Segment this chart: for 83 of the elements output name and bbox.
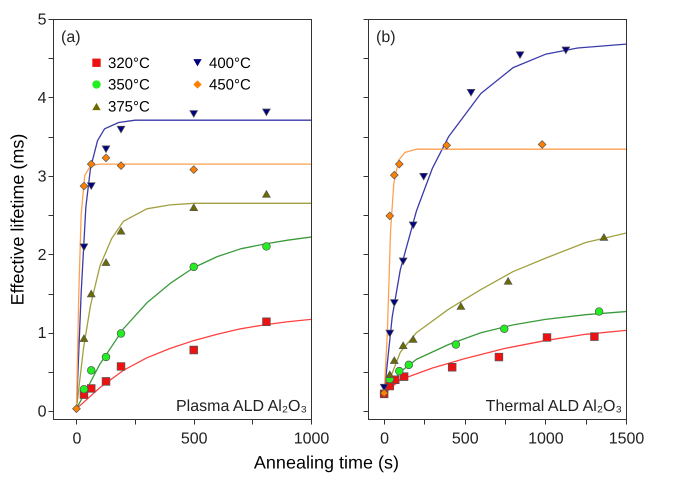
point [590,332,599,341]
point [262,318,271,326]
point [87,290,96,298]
point [390,170,399,180]
y-tick-label: 2 [38,246,47,264]
point [190,262,198,272]
point [386,370,394,378]
point [386,212,394,220]
point [466,89,476,96]
point [190,346,198,354]
point [102,377,110,386]
point [494,352,504,362]
point [80,384,88,394]
point [600,233,608,241]
point [542,333,552,342]
legend-label: 450°C [209,76,252,94]
point [516,51,524,59]
point [262,190,271,198]
point [87,182,96,190]
x-tick-label: 1000 [528,430,564,448]
y-tick-label: 0 [38,404,47,421]
x-tick-label: 500 [452,430,479,448]
point [390,356,399,364]
legend-label: 375°C [108,98,150,116]
point [116,126,126,134]
point [398,342,408,349]
point [400,372,408,381]
point [116,161,126,170]
point [395,366,404,376]
y-tick-label: 4 [38,90,47,107]
point [408,222,418,229]
y-tick-label: 3 [38,168,47,186]
point [395,160,404,168]
y-axis-title: Effective lifetime (ms) [8,134,28,306]
legend-label: 350°C [108,76,150,94]
point [504,277,512,285]
x-tick-label: 1000 [294,430,330,448]
point [116,329,126,338]
x-tick-label: 0 [72,430,82,448]
point [80,244,88,251]
point [87,384,96,393]
point [452,340,460,349]
point [116,362,126,371]
legend-label: 400°C [209,54,252,72]
point [102,154,110,162]
annotation: Plasma ALD Al₂O₃ [176,398,307,415]
point [262,108,271,116]
annotation: (a) [61,29,81,46]
point [404,360,414,370]
point [87,160,96,168]
point [500,324,508,334]
x-tick-label: 500 [180,430,208,448]
x-tick-label: 0 [380,430,390,448]
point [390,299,399,307]
annotation: (b) [376,29,396,46]
point [190,165,198,174]
point [190,204,198,211]
point [87,366,96,375]
point [442,141,451,150]
point [448,363,456,372]
point [538,140,546,149]
y-tick-label: 1 [38,325,47,342]
point [456,302,466,310]
y-tick-label: 5 [38,12,47,28]
point [102,352,110,362]
point [562,46,570,54]
point [102,258,110,266]
point [398,258,408,266]
point [80,334,88,342]
point [190,110,198,118]
point [102,145,110,153]
legend-label: 320°C [108,54,150,72]
annotation: Thermal ALD Al₂O₃ [486,398,622,415]
point [408,335,418,343]
point [262,242,271,251]
point [386,330,394,338]
point [80,182,88,190]
point [594,307,604,316]
point [116,227,126,234]
point [419,172,428,180]
x-tick-label: 1500 [608,430,644,448]
point [72,404,81,414]
x-axis-title: Annealing time (s) [254,452,399,472]
